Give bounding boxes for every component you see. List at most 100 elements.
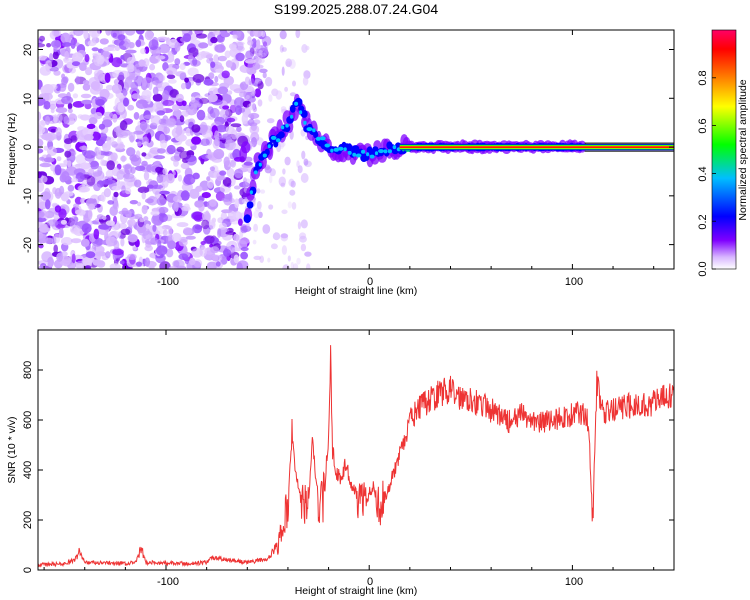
noise-blob (259, 68, 268, 74)
noise-blob (87, 40, 97, 47)
noise-blob (155, 55, 166, 60)
noise-blob (207, 178, 214, 189)
noise-blob (93, 112, 103, 120)
ridge-highlight (330, 148, 334, 153)
noise-blob (70, 135, 78, 143)
noise-blob (79, 114, 91, 121)
noise-blob (81, 223, 92, 234)
noise-blob (215, 124, 228, 133)
ridge-highlight (258, 162, 262, 167)
noise-blob (101, 179, 114, 185)
noise-blob (127, 104, 135, 111)
noise-blob (200, 241, 206, 245)
noise-blob (38, 233, 44, 244)
noise-blob (306, 263, 311, 269)
noise-blob (222, 177, 232, 187)
noise-blob (96, 70, 104, 81)
noise-blob (205, 154, 213, 159)
noise-blob (245, 95, 250, 100)
noise-blob (235, 105, 242, 116)
snr-background (38, 330, 674, 570)
noise-blob (40, 175, 48, 183)
noise-blob (105, 251, 111, 259)
noise-blob (141, 152, 147, 157)
noise-blob (209, 198, 217, 207)
noise-blob (135, 165, 146, 172)
noise-blob (119, 30, 125, 36)
noise-blob (158, 43, 171, 54)
noise-blob (185, 80, 192, 90)
ridge-highlight (324, 143, 331, 148)
noise-blob (171, 127, 181, 138)
noise-blob (129, 200, 139, 205)
noise-blob (105, 169, 114, 178)
noise-blob (113, 39, 125, 46)
noise-blob (63, 116, 70, 125)
noise-blob (127, 253, 137, 260)
noise-blob (112, 32, 117, 38)
snr-series-line (38, 345, 674, 568)
noise-blob (229, 217, 241, 225)
noise-blob (233, 233, 240, 242)
noise-blob (279, 44, 284, 53)
noise-blob (49, 66, 59, 72)
y-tick-label-0: 0 (22, 144, 34, 150)
noise-blob (181, 206, 191, 212)
noise-blob (112, 248, 124, 256)
noise-blob (264, 166, 272, 174)
noise-blob (208, 87, 221, 96)
noise-blob (149, 63, 156, 71)
ridge-highlight (294, 101, 299, 106)
noise-blob (184, 256, 189, 265)
noise-blob (52, 30, 61, 38)
noise-blob (212, 254, 223, 262)
noise-blob (300, 173, 309, 183)
noise-blob (222, 234, 233, 241)
noise-blob (166, 173, 175, 184)
ridge-highlight (249, 190, 253, 195)
noise-blob (179, 62, 186, 71)
snr-y-axis-label: SNR (10 * v/v) (6, 416, 18, 483)
noise-blob (145, 198, 154, 204)
noise-blob (53, 233, 61, 244)
noise-blob (41, 251, 53, 263)
noise-blob (120, 155, 127, 162)
noise-blob (250, 88, 256, 96)
noise-blob (54, 187, 62, 199)
ridge-highlight (290, 114, 294, 119)
noise-blob (136, 224, 147, 234)
noise-blob (103, 111, 114, 118)
snr-ticks (38, 330, 674, 571)
noise-blob (160, 139, 168, 149)
noise-blob (61, 171, 70, 182)
noise-blob (302, 70, 310, 79)
x-tick-label-neg100: -100 (157, 276, 179, 288)
noise-blob (165, 248, 174, 258)
noise-blob (123, 176, 136, 183)
noise-blob (100, 159, 105, 166)
noise-blob (162, 90, 170, 101)
noise-blob (38, 138, 44, 148)
noise-blob (184, 111, 189, 118)
noise-blob (156, 110, 166, 116)
noise-blob (215, 68, 224, 73)
noise-blob (251, 88, 255, 95)
noise-blob (128, 132, 136, 142)
noise-blob (61, 76, 68, 86)
noise-blob (111, 141, 118, 148)
noise-blob (79, 145, 89, 151)
noise-blob (109, 263, 121, 269)
noise-blob (224, 50, 231, 59)
noise-blob (143, 171, 150, 181)
noise-blob (87, 209, 93, 220)
noise-blob (182, 227, 193, 236)
noise-blob (61, 96, 74, 105)
noise-blob (205, 54, 212, 60)
noise-blob (53, 70, 61, 76)
noise-blob (284, 86, 288, 92)
noise-blob (275, 90, 283, 100)
ridge-highlight (338, 146, 344, 151)
noise-blob (176, 146, 185, 153)
noise-blob (244, 76, 251, 85)
noise-blob (191, 136, 202, 145)
